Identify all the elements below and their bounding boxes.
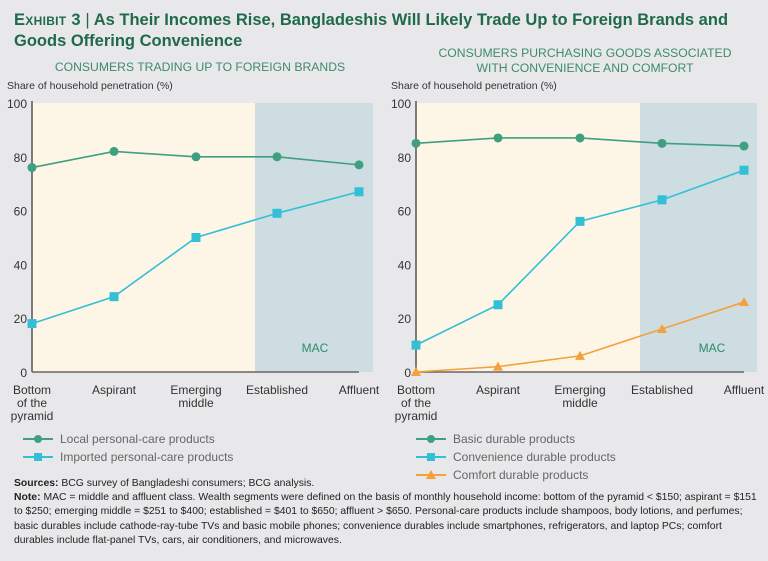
legend-label: Convenience durable products — [453, 450, 616, 464]
y-tick-label: 80 — [14, 151, 28, 165]
y-tick-label: 80 — [398, 151, 412, 165]
triangle-marker-icon — [416, 470, 446, 479]
legend-item: Local personal-care products — [22, 430, 233, 448]
data-point — [739, 141, 749, 151]
y-tick-label: 0 — [20, 366, 27, 380]
right-chart-title-line-1: CONSUMERS PURCHASING GOODS ASSOCIATED — [438, 46, 732, 60]
circle-marker-icon — [416, 435, 446, 443]
data-point — [493, 361, 503, 371]
right-legend: Basic durable products Convenience durabl… — [415, 430, 616, 484]
y-tick-label: 40 — [14, 258, 28, 272]
sources-text: BCG survey of Bangladeshi consumers; BCG… — [58, 478, 315, 489]
data-point — [657, 138, 667, 148]
data-point — [575, 216, 585, 226]
data-point — [27, 163, 37, 173]
note-label: Note: — [14, 492, 41, 504]
mac-label: MAC — [699, 341, 726, 355]
legend-item: Convenience durable products — [415, 448, 616, 466]
data-point — [191, 152, 201, 162]
x-tick-label: Aspirant — [92, 383, 137, 397]
title-separator: | — [85, 11, 90, 29]
legend-label: Imported personal-care products — [60, 450, 234, 464]
exhibit-number: Exhibit 3 — [14, 11, 81, 29]
sources-label: Sources: — [14, 478, 59, 489]
circle-marker-icon — [23, 435, 53, 443]
series-comfort-durable-products — [411, 297, 749, 376]
mac-region — [640, 103, 757, 372]
left-chart-title: CONSUMERS TRADING UP TO FOREIGN BRANDS — [54, 60, 346, 74]
data-point — [411, 138, 421, 148]
right-chart-title-line-2: WITH CONVENIENCE AND COMFORT — [476, 61, 694, 75]
legend-item: Imported personal-care products — [22, 448, 233, 466]
right-chart-title: CONSUMERS PURCHASING GOODS ASSOCIATED WI… — [410, 46, 760, 76]
data-point — [411, 340, 421, 350]
data-point — [739, 165, 749, 175]
y-tick-label: 20 — [14, 312, 28, 326]
legend-label: Basic durable products — [453, 432, 576, 446]
footnotes: Sources: BCG survey of Bangladeshi consu… — [14, 477, 759, 548]
x-tick-label: Affluent — [724, 383, 765, 397]
left-y-axis-label: Share of household penetration (%) — [7, 80, 173, 92]
y-tick-label: 0 — [404, 366, 411, 380]
y-tick-label: 20 — [398, 312, 412, 326]
x-tick-label: Aspirant — [476, 383, 521, 397]
y-tick-label: 60 — [398, 205, 412, 219]
left-legend: Local personal-care products Imported per… — [22, 430, 233, 466]
y-tick-label: 100 — [391, 97, 411, 111]
data-point — [191, 233, 201, 242]
x-tick-label: Established — [246, 383, 308, 397]
data-point — [354, 187, 364, 197]
data-point — [354, 160, 364, 170]
x-tick-label: Emerging middle — [170, 383, 221, 410]
data-point — [411, 367, 421, 376]
title-text: As Their Incomes Rise, Bangladeshis Will… — [14, 11, 729, 50]
mac-region — [255, 103, 373, 372]
note-line: Note: MAC = middle and affluent class. W… — [14, 491, 759, 548]
series-basic-durable-products — [411, 133, 749, 151]
right-y-axis-label: Share of household penetration (%) — [391, 80, 557, 92]
square-marker-icon — [23, 453, 53, 461]
legend-label: Local personal-care products — [60, 432, 215, 446]
data-point — [272, 152, 282, 162]
data-point — [272, 208, 282, 218]
data-point — [109, 292, 119, 302]
legend-item: Basic durable products — [415, 430, 616, 448]
data-point — [657, 195, 667, 205]
data-point — [575, 350, 585, 360]
data-point — [27, 319, 37, 329]
data-point — [493, 300, 503, 310]
note-text: MAC = middle and affluent class. Wealth … — [14, 492, 757, 546]
data-point — [109, 146, 119, 156]
y-tick-label: 60 — [14, 205, 28, 219]
legend-item: Comfort durable products — [415, 466, 616, 484]
y-tick-label: 40 — [398, 258, 412, 272]
series-local-personal-care-products — [27, 146, 364, 173]
plot-background — [32, 103, 255, 372]
mac-label: MAC — [302, 341, 329, 355]
legend-label: Comfort durable products — [453, 468, 589, 482]
x-tick-label: Bottom of the pyramid — [395, 383, 438, 423]
sources-line: Sources: BCG survey of Bangladeshi consu… — [14, 477, 759, 491]
chart-0: MAC 0 20 40 60 80 100 Bottom of the pyramid Aspira… — [7, 97, 380, 423]
x-tick-label: Established — [631, 383, 693, 397]
exhibit-title: Exhibit 3 | As Their Incomes Rise, Bangl… — [14, 10, 754, 52]
square-marker-icon — [416, 453, 446, 461]
plot-background — [416, 103, 640, 372]
data-point — [657, 323, 667, 333]
x-tick-label: Bottom of the pyramid — [11, 383, 54, 423]
x-tick-label: Affluent — [339, 383, 380, 397]
data-point — [493, 133, 503, 143]
series-convenience-durable-products — [411, 165, 749, 350]
series-imported-personal-care-products — [27, 187, 364, 329]
x-tick-label: Emerging middle — [554, 383, 605, 410]
data-point — [575, 133, 585, 143]
chart-1: MAC 0 20 40 60 80 100 Bottom of the pyramid Aspira… — [391, 97, 765, 423]
data-point — [739, 297, 749, 307]
y-tick-label: 100 — [7, 97, 27, 111]
